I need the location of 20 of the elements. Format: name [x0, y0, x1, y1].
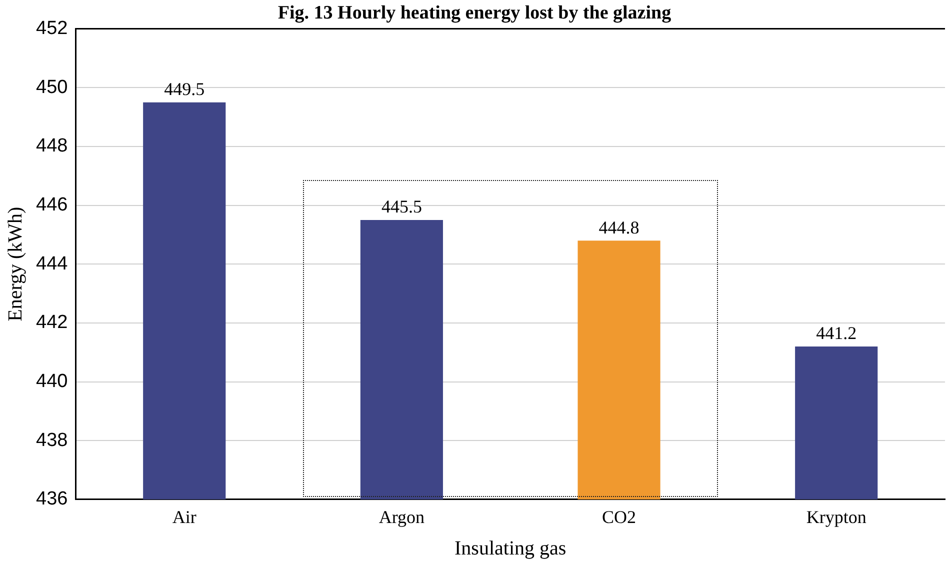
y-axis-title: Energy (kWh) — [4, 206, 26, 322]
y-tick-label: 438 — [36, 430, 68, 451]
x-tick-label: Air — [172, 506, 196, 527]
y-tick-label: 442 — [36, 312, 68, 334]
y-tick-label: 450 — [36, 76, 68, 98]
y-tick-label: 436 — [36, 488, 68, 510]
y-tick-label: 452 — [36, 18, 68, 40]
y-tick-label: 440 — [36, 370, 68, 392]
x-tick-label: Argon — [378, 506, 425, 527]
x-axis-title: Insulating gas — [454, 537, 566, 560]
y-tick-label: 448 — [36, 136, 68, 157]
x-tick-label: Krypton — [806, 506, 866, 527]
data-label: 445.5 — [381, 196, 422, 217]
chart-title: Fig. 13 Hourly heating energy lost by the glazing — [278, 2, 672, 24]
y-tick-label: 446 — [36, 194, 68, 216]
x-tick-label: CO2 — [602, 506, 636, 527]
y-tick-label: 444 — [36, 253, 68, 274]
data-label: 441.2 — [816, 323, 857, 344]
data-label: 444.8 — [598, 217, 640, 238]
data-label: 449.5 — [164, 79, 205, 100]
